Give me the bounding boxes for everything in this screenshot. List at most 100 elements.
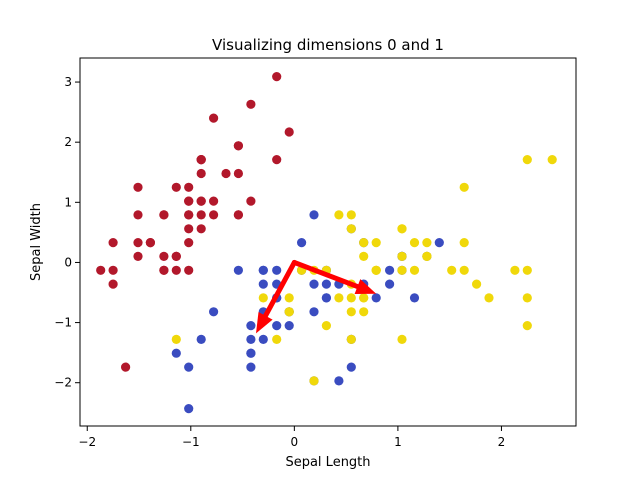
data-point-series-0: [159, 210, 169, 220]
data-point-series-2: [371, 238, 381, 248]
data-point-series-2: [258, 293, 268, 303]
data-point-series-2: [284, 307, 294, 317]
data-point-series-1: [246, 334, 256, 344]
data-point-series-1: [434, 238, 444, 248]
data-point-series-1: [184, 404, 194, 414]
data-point-series-0: [233, 141, 243, 151]
plot-area-frame: [79, 57, 577, 427]
data-point-series-0: [184, 238, 194, 248]
data-point-series-0: [196, 210, 206, 220]
x-tick-label: −2: [78, 435, 96, 449]
data-point-series-2: [422, 251, 432, 261]
data-point-series-0: [184, 182, 194, 192]
data-point-series-0: [145, 238, 155, 248]
data-point-series-1: [346, 362, 356, 372]
data-point-series-2: [472, 279, 482, 289]
data-point-series-2: [359, 307, 369, 317]
y-tick-label: 2: [64, 135, 72, 149]
data-point-series-2: [409, 265, 420, 275]
data-point-series-2: [346, 224, 356, 234]
data-point-series-2: [510, 265, 520, 275]
data-point-series-2: [171, 334, 181, 344]
data-point-series-1: [171, 348, 181, 358]
x-axis-label: Sepal Length: [285, 455, 370, 470]
y-axis-label: Sepal Width: [29, 203, 44, 281]
y-tick-label: 1: [64, 195, 72, 209]
data-point-series-0: [196, 224, 206, 234]
data-point-series-1: [309, 307, 319, 317]
data-point-series-0: [133, 238, 143, 248]
data-point-series-0: [171, 182, 181, 192]
data-point-series-0: [221, 168, 231, 179]
chart-title: Visualizing dimensions 0 and 1: [212, 36, 444, 54]
data-point-series-1: [309, 210, 319, 220]
x-tick-label: 0: [291, 435, 299, 449]
data-point-series-0: [108, 265, 118, 275]
data-point-series-1: [385, 279, 395, 289]
data-point-series-1: [309, 279, 319, 289]
data-point-series-0: [272, 155, 282, 165]
data-point-series-1: [246, 321, 256, 331]
data-point-series-1: [371, 293, 381, 303]
data-point-series-2: [459, 238, 469, 248]
vectors-layer: [256, 259, 377, 334]
data-point-series-1: [284, 321, 294, 331]
data-point-series-0: [133, 210, 143, 220]
data-point-series-2: [422, 238, 432, 248]
data-point-series-1: [272, 321, 282, 331]
data-point-series-2: [346, 210, 356, 220]
data-point-series-2: [397, 251, 407, 261]
data-point-series-2: [459, 265, 469, 275]
data-point-series-2: [321, 321, 331, 331]
data-point-series-0: [133, 251, 143, 261]
data-point-series-0: [133, 182, 143, 192]
data-point-series-0: [246, 99, 256, 109]
data-point-series-2: [346, 334, 356, 344]
data-point-series-2: [359, 251, 369, 261]
x-tick-label: 1: [394, 435, 402, 449]
data-point-series-2: [272, 334, 282, 344]
data-point-series-1: [297, 238, 307, 248]
data-point-series-1: [233, 265, 243, 275]
y-tick-label: 3: [64, 75, 72, 89]
data-point-series-2: [334, 293, 344, 303]
data-point-series-1: [321, 293, 331, 303]
data-point-series-0: [196, 155, 206, 165]
data-point-series-2: [284, 293, 294, 303]
data-point-series-2: [522, 265, 532, 275]
data-point-series-0: [233, 210, 243, 220]
data-point-series-0: [171, 251, 181, 261]
data-point-series-1: [409, 293, 420, 303]
data-point-series-2: [409, 238, 420, 248]
vector-arrow-0-head: [354, 279, 377, 294]
data-point-series-2: [309, 376, 319, 386]
data-point-series-2: [346, 307, 356, 317]
axis-layer: −2 −1 0 1 2 −2 −1 0 1 2 3: [54, 75, 505, 449]
data-point-series-2: [334, 210, 344, 220]
data-point-series-0: [108, 238, 118, 248]
x-tick-label: −1: [182, 435, 200, 449]
data-point-series-0: [196, 196, 206, 206]
data-point-series-1: [246, 348, 256, 358]
data-point-series-2: [371, 265, 381, 275]
data-point-series-0: [171, 265, 181, 275]
data-point-series-1: [196, 334, 206, 344]
data-point-series-2: [522, 293, 532, 303]
data-point-series-0: [233, 168, 243, 179]
data-point-series-0: [159, 265, 169, 275]
data-point-series-0: [159, 251, 169, 261]
data-point-series-2: [359, 293, 369, 303]
data-point-series-1: [321, 279, 331, 289]
data-point-series-2: [346, 293, 356, 303]
data-point-series-0: [121, 362, 131, 372]
y-tick-label: 0: [64, 255, 72, 269]
data-point-series-0: [184, 210, 194, 220]
data-point-series-0: [184, 196, 194, 206]
data-point-series-1: [246, 362, 256, 372]
data-point-series-0: [96, 265, 106, 275]
data-point-series-2: [397, 265, 407, 275]
data-point-series-1: [258, 279, 268, 289]
data-point-series-0: [108, 279, 118, 289]
